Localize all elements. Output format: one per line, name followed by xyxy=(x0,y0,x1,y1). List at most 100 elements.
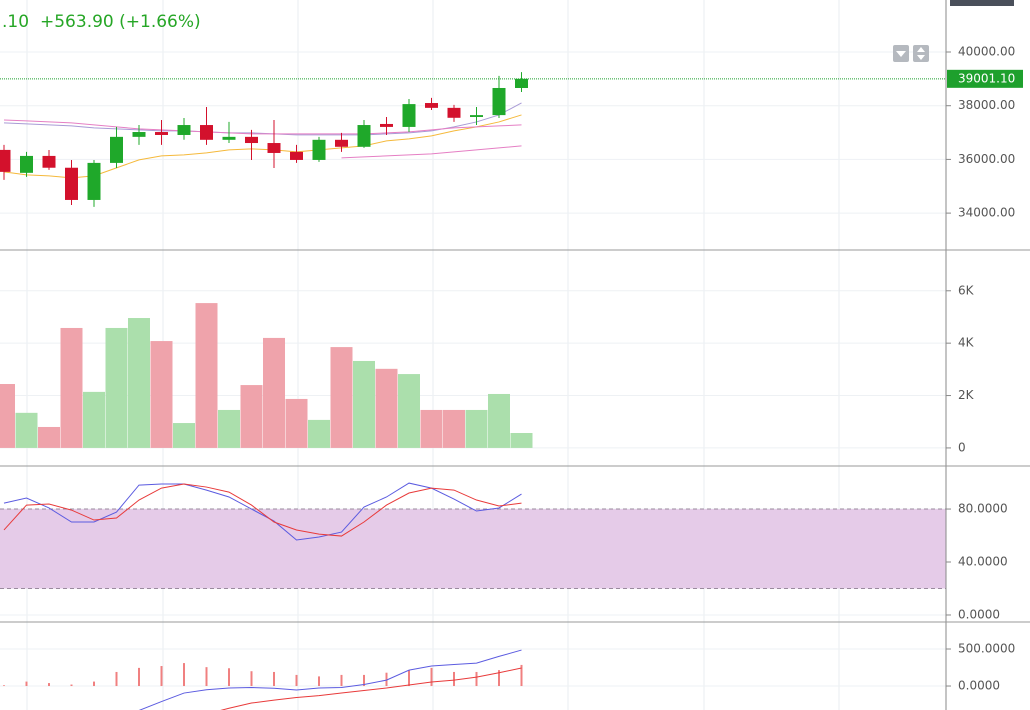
volume-bar xyxy=(263,337,285,448)
candle-body xyxy=(402,104,416,127)
indicator-line xyxy=(138,649,522,710)
indicator-line xyxy=(3,482,522,541)
pane xyxy=(0,51,946,214)
candle-body xyxy=(312,139,326,160)
candle-body xyxy=(0,149,11,172)
volume-bar xyxy=(150,341,173,448)
histogram-bar xyxy=(385,672,388,687)
indicator-line xyxy=(3,119,522,135)
candle-body xyxy=(290,151,303,160)
volume-bar xyxy=(510,432,533,448)
indicator-line xyxy=(220,667,522,710)
price-change: +563.90 (+1.66%) xyxy=(40,12,201,32)
volume-bar xyxy=(420,409,443,448)
candle-body xyxy=(20,155,33,173)
histogram-bar xyxy=(250,671,253,687)
volume-bar xyxy=(465,409,488,448)
y-tick-label: 40.0000 xyxy=(958,555,1008,569)
histogram-bar xyxy=(498,670,500,687)
candle-body xyxy=(87,162,101,200)
y-tick-label: 0.0000 xyxy=(958,679,1000,693)
candle-body xyxy=(357,125,371,147)
button-icon xyxy=(896,51,906,57)
histogram-bar xyxy=(183,663,185,687)
histogram-bar xyxy=(475,671,478,687)
candle-body xyxy=(335,139,348,147)
histogram-bar xyxy=(520,664,523,687)
indicator-line xyxy=(3,102,522,136)
histogram-bar xyxy=(160,666,163,687)
volume-bar xyxy=(488,393,510,448)
histogram-bar xyxy=(93,681,95,687)
last-price-tag xyxy=(947,69,1023,88)
scale-button[interactable] xyxy=(913,45,929,62)
volume-bar xyxy=(83,391,105,448)
histogram-bar xyxy=(408,670,410,687)
volume-bar xyxy=(15,412,38,448)
band xyxy=(0,509,946,589)
volume-bar xyxy=(38,426,60,448)
candle-body xyxy=(447,107,461,118)
y-tick-label: 4K xyxy=(958,336,975,350)
y-tick-label: 2K xyxy=(958,388,975,402)
candle-body xyxy=(42,155,56,168)
volume-bar xyxy=(443,409,465,448)
volume-bar xyxy=(218,409,240,448)
volume-bar xyxy=(330,347,353,448)
candle-body xyxy=(222,136,236,140)
candle-body xyxy=(65,167,78,200)
volume-bar xyxy=(308,419,330,448)
indicator-line xyxy=(3,483,522,537)
button-icon xyxy=(917,47,925,60)
time-grid xyxy=(26,0,840,710)
histogram-bar xyxy=(273,671,275,687)
histogram-bar xyxy=(115,671,118,687)
candle-body xyxy=(470,115,483,117)
histogram-bar xyxy=(453,671,455,687)
volume-bar xyxy=(105,327,128,448)
pane xyxy=(0,290,946,449)
volume-bar xyxy=(195,303,218,448)
histogram-bar xyxy=(25,681,28,687)
candle-body xyxy=(200,125,213,140)
histogram-bar xyxy=(340,674,343,687)
y-tick-label: 36000.00 xyxy=(958,152,1015,166)
y-tick-label: 500.0000 xyxy=(958,642,1015,656)
histogram-bar xyxy=(48,683,50,687)
volume-bar xyxy=(285,398,308,448)
y-tick-label: 0.0000 xyxy=(958,607,1000,621)
y-tick-label: 0 xyxy=(958,440,966,454)
histogram-bar xyxy=(430,667,433,687)
histogram-bar xyxy=(70,684,73,687)
pane xyxy=(0,648,946,710)
indicator-line xyxy=(3,114,522,179)
histogram-bar xyxy=(205,667,208,687)
candle-body xyxy=(155,132,168,135)
volume-bar xyxy=(60,327,83,448)
candle-body xyxy=(132,132,146,137)
y-tick-label: 40000.00 xyxy=(958,45,1015,59)
histogram-bar xyxy=(228,668,230,687)
y-tick-label: 34000.00 xyxy=(958,206,1015,220)
y-tick-label: 6K xyxy=(958,283,975,297)
candle-body xyxy=(177,125,191,135)
pane xyxy=(0,482,946,616)
histogram-bar xyxy=(295,674,298,687)
histogram-bar xyxy=(318,676,320,687)
histogram-bar xyxy=(363,674,365,687)
candle-body xyxy=(380,123,393,127)
candle-body xyxy=(425,103,438,108)
volume-bar xyxy=(398,374,420,448)
candle-body xyxy=(110,136,123,163)
candle-body xyxy=(245,136,258,144)
volume-bar xyxy=(375,368,398,448)
price-fragment: .10 xyxy=(2,12,29,32)
volume-bar xyxy=(353,360,375,448)
y-tick-label: 80.0000 xyxy=(958,502,1008,516)
histogram-bar xyxy=(138,667,140,687)
histogram-bar xyxy=(3,685,5,687)
candle-body xyxy=(267,143,281,153)
candle-body xyxy=(515,78,528,88)
indicator-line xyxy=(341,145,522,159)
